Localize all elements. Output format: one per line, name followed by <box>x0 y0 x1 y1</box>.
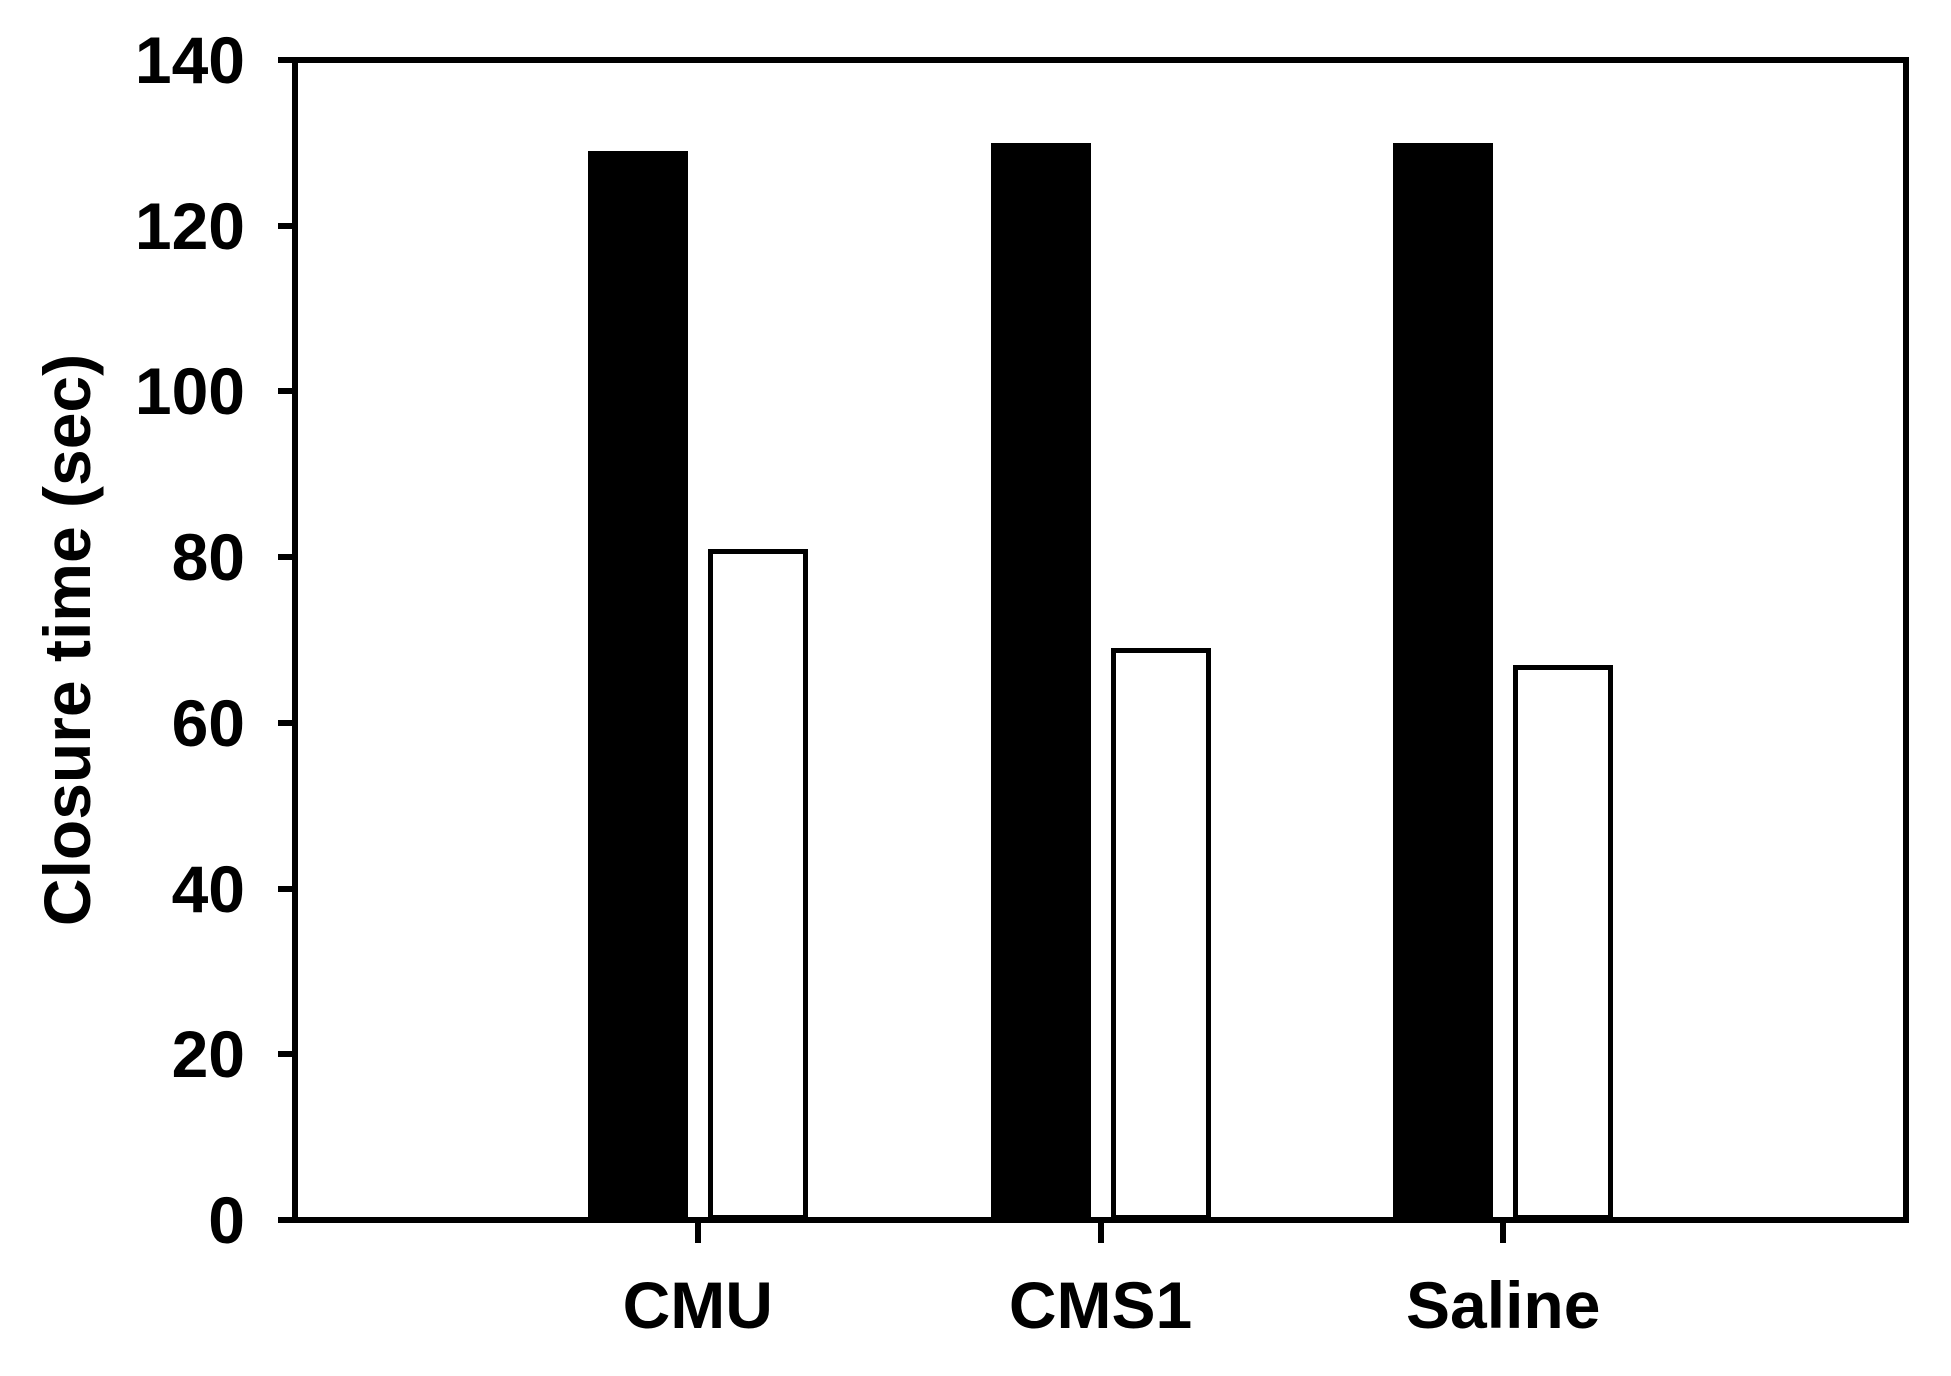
y-tick-label-100: 100 <box>134 354 245 429</box>
x-tick-mark-cmu <box>694 1223 701 1243</box>
x-tick-mark-cms1 <box>1097 1223 1104 1243</box>
bar-cms1-open-white <box>1110 648 1211 1220</box>
y-tick-label-40: 40 <box>171 851 245 926</box>
y-tick-mark-60 <box>278 719 295 726</box>
bar-saline-open-white <box>1513 664 1614 1220</box>
y-axis-title: Closure time (sec) <box>30 353 104 927</box>
x-tick-label-cms1: CMS1 <box>1008 1268 1193 1342</box>
y-tick-label-120: 120 <box>134 188 245 263</box>
y-tick-mark-0 <box>278 1217 295 1223</box>
y-tick-label-60: 60 <box>171 685 245 760</box>
bar-cmu-open-white <box>707 548 808 1220</box>
y-tick-mark-20 <box>278 1051 295 1058</box>
y-tick-mark-100 <box>278 388 295 395</box>
x-tick-label-cmu: CMU <box>622 1268 773 1342</box>
bar-saline-filled-black <box>1393 142 1494 1220</box>
y-tick-mark-40 <box>278 885 295 892</box>
x-tick-label-saline: Saline <box>1406 1268 1601 1342</box>
y-tick-mark-120 <box>278 222 295 229</box>
y-tick-label-0: 0 <box>208 1183 245 1257</box>
bar-cmu-filled-black <box>587 151 688 1220</box>
y-tick-label-140: 140 <box>134 23 245 97</box>
y-tick-mark-140 <box>278 57 295 63</box>
y-tick-label-80: 80 <box>171 520 245 595</box>
y-tick-label-20: 20 <box>171 1017 245 1092</box>
x-tick-mark-saline <box>1500 1223 1507 1243</box>
y-tick-mark-80 <box>278 554 295 561</box>
bar-cms1-filled-black <box>990 142 1091 1220</box>
plot-frame <box>292 57 1909 1223</box>
